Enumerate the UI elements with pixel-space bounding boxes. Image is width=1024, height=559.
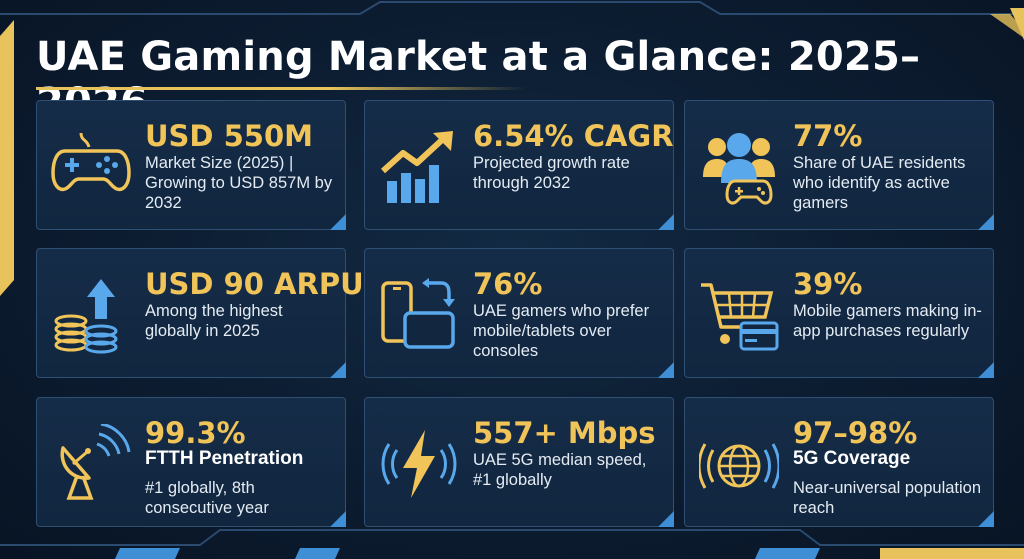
stat-value: 77%	[793, 119, 863, 153]
stat-description: Mobile gamers making in-app purchases re…	[793, 302, 982, 340]
mobile-tablet-icon	[379, 275, 459, 355]
shopping-cart-icon	[699, 275, 779, 355]
stat-value: USD 90 ARPU	[145, 267, 364, 301]
growth-chart-icon	[379, 127, 459, 207]
stat-description: Market Size (2025) | Growing to USD 857M…	[145, 154, 333, 212]
stat-value: 6.54% CAGR	[473, 119, 674, 153]
stat-value: USD 550M	[145, 119, 313, 153]
stat-subtitle: 5G Coverage	[793, 448, 911, 469]
satellite-dish-icon	[51, 424, 131, 504]
stat-description: #1 globally, 8th consecutive year	[145, 479, 269, 517]
stat-card-cagr: 6.54% CAGR Projected growth rate through…	[364, 100, 674, 230]
stat-value: 557+ Mbps	[473, 416, 656, 450]
gamepad-icon	[51, 127, 131, 207]
stat-card-active-gamers: 77% Share of UAE residents who identify …	[684, 100, 994, 230]
stat-value: 39%	[793, 267, 863, 301]
stat-description: Share of UAE residents who identify as a…	[793, 154, 966, 212]
stat-description: UAE gamers who prefer mobile/tablets ove…	[473, 302, 650, 360]
stat-card-in-app-purchases: 39% Mobile gamers making in-app purchase…	[684, 248, 994, 378]
stat-description: Near-universal population reach	[793, 479, 982, 517]
stat-card-5g-coverage: 97–98% 5G Coverage Near-universal popula…	[684, 397, 994, 527]
title-underline	[36, 87, 526, 90]
globe-signal-icon	[699, 424, 779, 504]
stat-value: 97–98%	[793, 416, 918, 450]
stat-card-5g-speed: 557+ Mbps UAE 5G median speed, #1 global…	[364, 397, 674, 527]
stat-description: Projected growth rate through 2032	[473, 154, 630, 192]
stat-card-market-size: USD 550M Market Size (2025) | Growing to…	[36, 100, 346, 230]
stat-card-mobile-preference: 76% UAE gamers who prefer mobile/tablets…	[364, 248, 674, 378]
stat-value: 99.3%	[145, 416, 246, 450]
stat-value: 76%	[473, 267, 543, 301]
gamers-group-icon	[699, 127, 779, 207]
stat-subtitle: FTTH Penetration	[145, 448, 304, 469]
stat-card-ftth: 99.3% FTTH Penetration #1 globally, 8th …	[36, 397, 346, 527]
stat-card-arpu: USD 90 ARPU Among the highest globally i…	[36, 248, 364, 378]
stat-description: Among the highest globally in 2025	[145, 302, 283, 340]
lightning-signal-icon	[379, 424, 459, 504]
coin-stack-icon	[51, 275, 131, 355]
stat-description: UAE 5G median speed, #1 globally	[473, 451, 647, 489]
